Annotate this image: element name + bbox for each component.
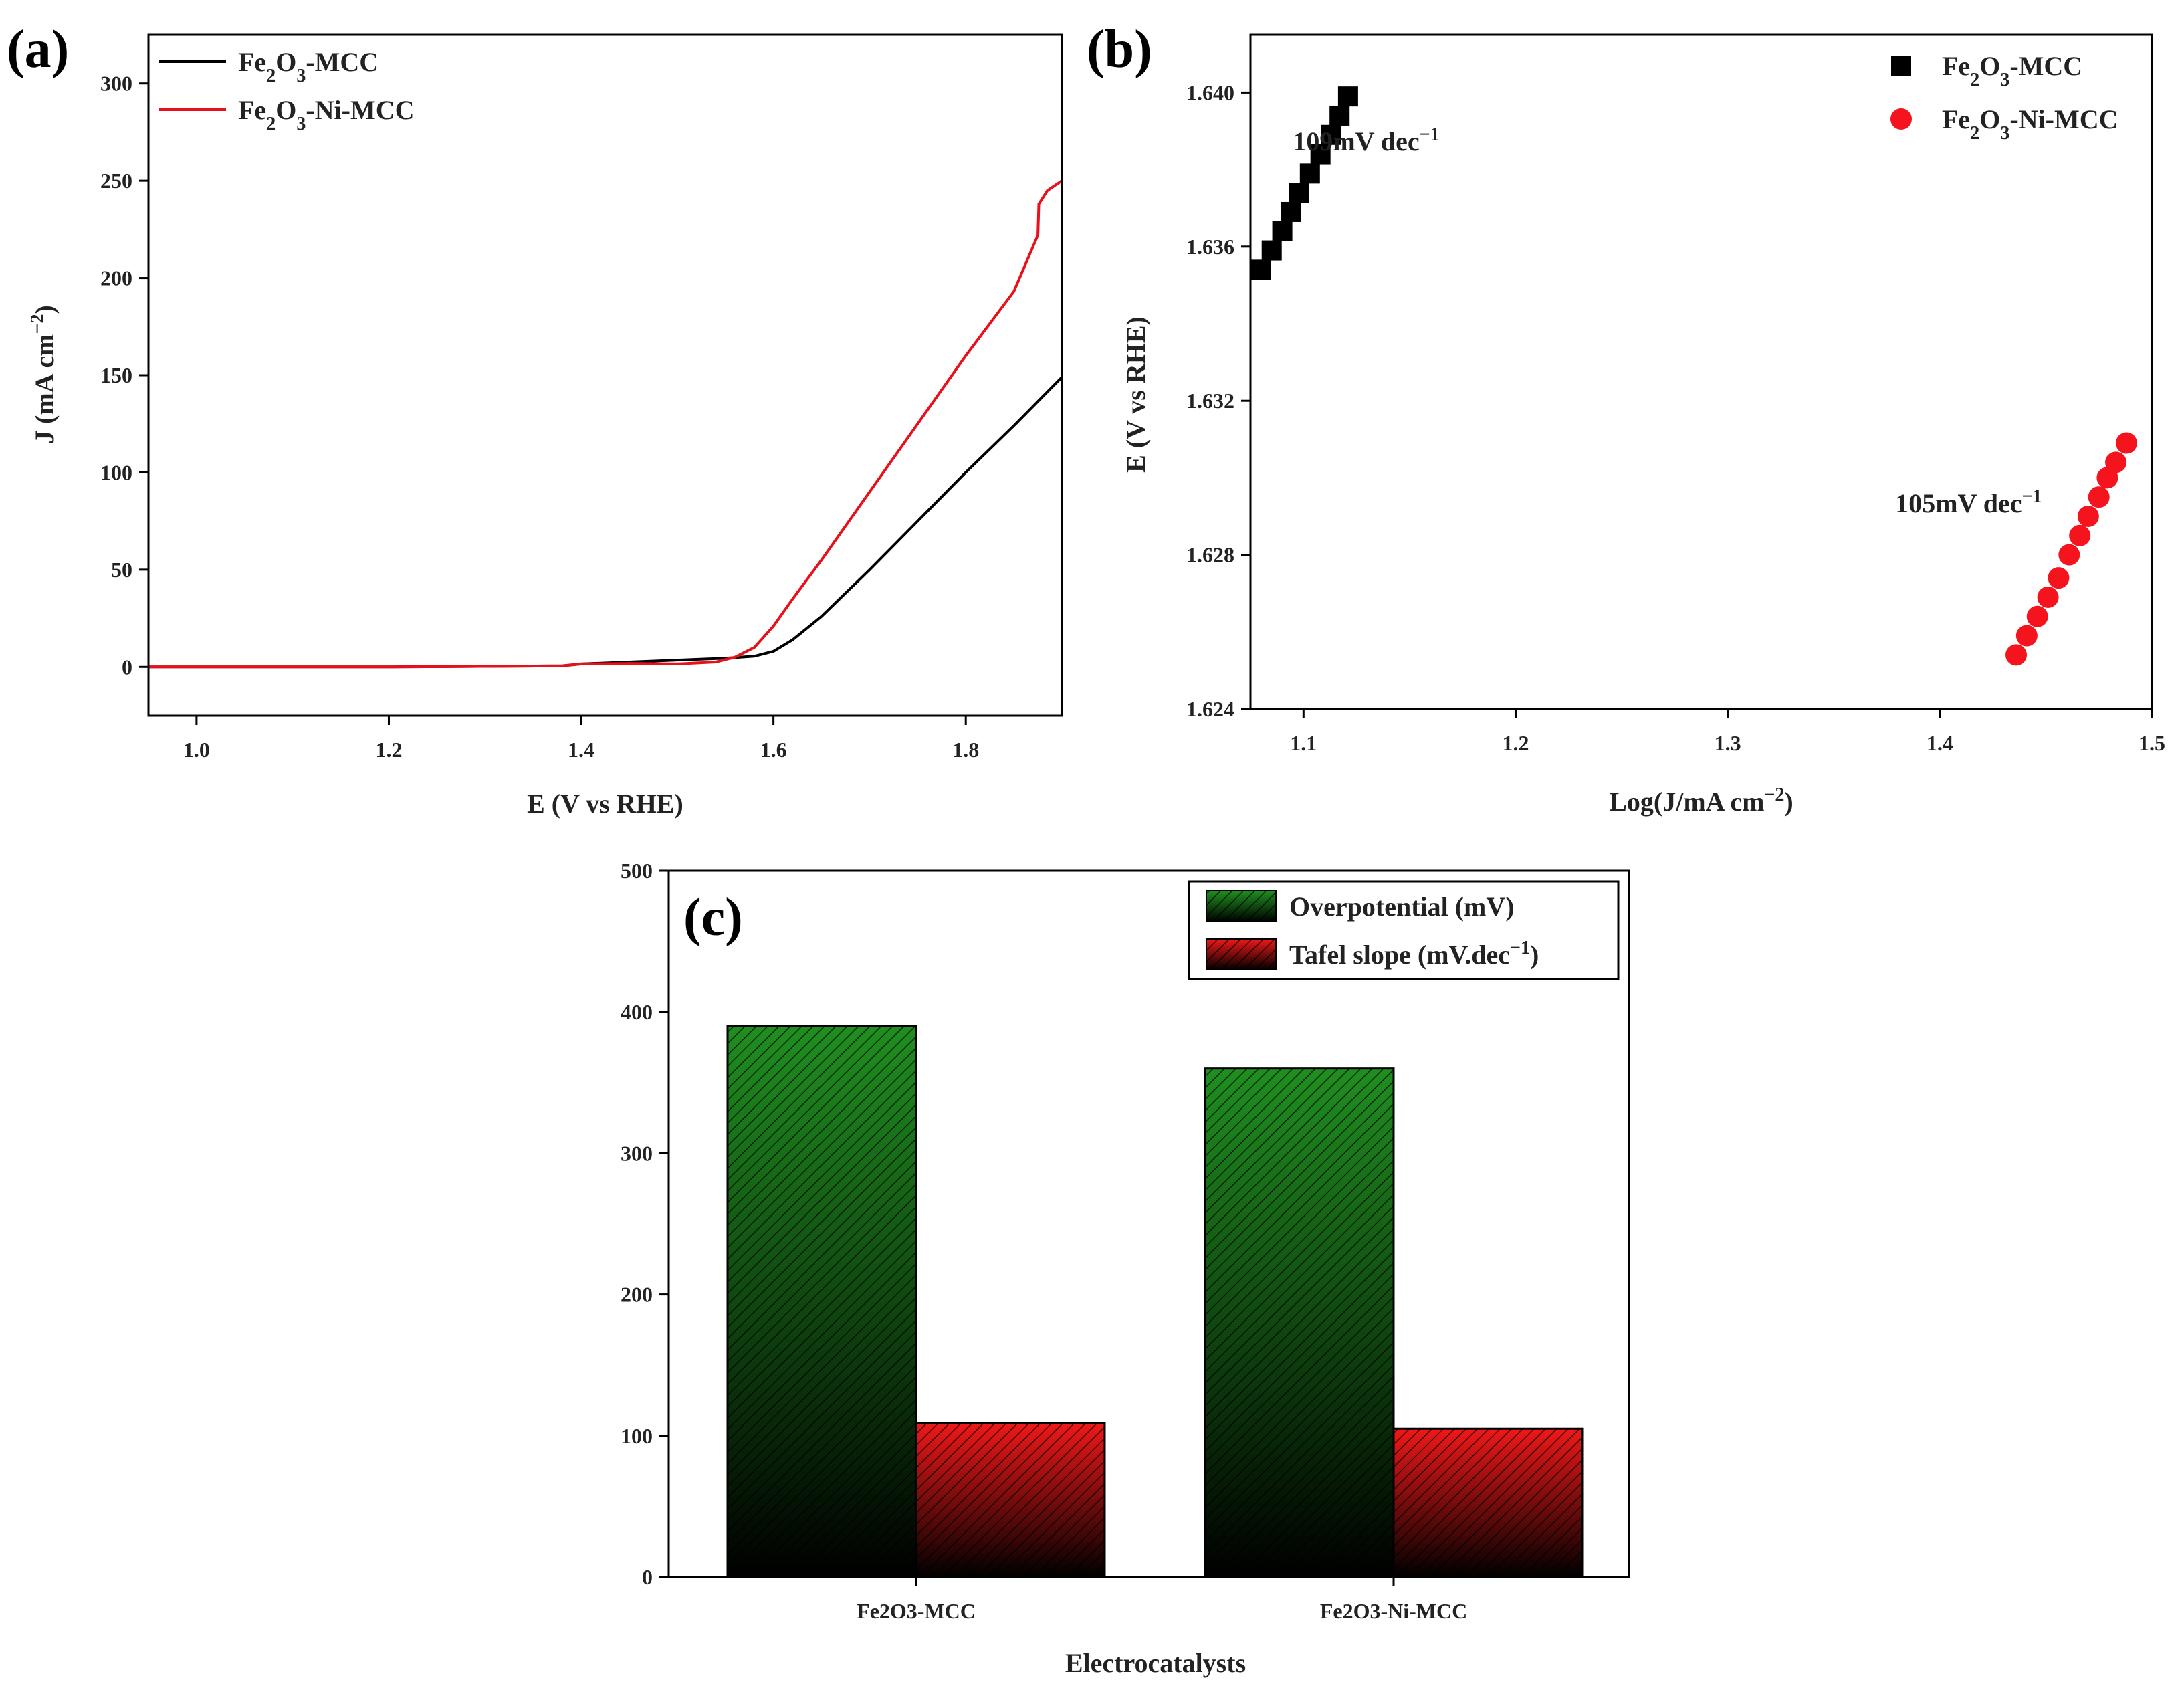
panel-b-frame (1249, 33, 2153, 710)
panel-a-xtick-label: 1.0 (183, 738, 210, 762)
panel-b-ylabel: E (V vs RHE) (1121, 316, 1151, 473)
panel-a-ytick-label: 0 (122, 655, 132, 679)
panel-c-ytick-label: 500 (621, 859, 653, 883)
panel-a-ytick-label: 50 (111, 558, 132, 582)
panel-b-point-circle (2058, 544, 2080, 566)
panel-c-xtick-label: Fe2O3-MCC (857, 1599, 976, 1623)
panel-c-bar-hatch (1205, 1068, 1394, 1577)
panel-b-xlabel: Log(J/mA cm−2) (1609, 784, 1793, 817)
panel-a-legend-label-2: Fe2O3-Ni-MCC (238, 95, 414, 134)
panel-b-xtick-label: 1.5 (2139, 731, 2165, 755)
panel-b-legend-swatch-1 (1891, 56, 1911, 76)
panel-a-axes: 1.0 1.2 1.4 1.6 1.8 0 50 100 150 200 250 300 (100, 72, 979, 762)
panel-b-xtick-label: 1.2 (1502, 731, 1529, 755)
panel-c-label: (c) (683, 888, 743, 947)
panel-c-xlabel: Electrocatalysts (1065, 1648, 1246, 1678)
panel-b-point-circle (2026, 605, 2048, 627)
panel-b-point-circle (2069, 524, 2091, 546)
panel-b-xtick-label: 1.1 (1290, 731, 1317, 755)
panel-c-ytick-label: 400 (621, 1000, 653, 1024)
panel-c-legend-label-1: Overpotential (mV) (1289, 891, 1515, 922)
panel-b-point-circle (2037, 586, 2059, 608)
panel-a-ytick-label: 300 (100, 72, 132, 96)
panel-b-point-square (1329, 105, 1350, 126)
panel-a-frame (147, 33, 1063, 717)
panel-b-tafel-plot: (b) 1.1 1.2 1.3 1.4 1.51.6241.6281.6321.6361… (1087, 20, 2165, 817)
panel-b-point-circle (2077, 506, 2099, 527)
panel-a-xtick-label: 1.6 (760, 738, 787, 762)
panel-a-series (148, 179, 1063, 669)
panel-b-legend-label-2: Fe2O3-Ni-MCC (1942, 104, 2118, 144)
panel-b-ytick-label: 1.640 (1186, 80, 1234, 104)
panel-b-point-square (1299, 163, 1320, 184)
panel-b-xtick-label: 1.4 (1927, 731, 1953, 755)
panel-c-legend-swatch-hatch-1 (1206, 891, 1276, 922)
panel-b-slope-annotation-2: 105mV dec−1 (1895, 486, 2042, 519)
panel-c-legend-swatch-hatch-2 (1206, 939, 1276, 970)
panel-b-label: (b) (1087, 20, 1152, 79)
panel-a-ylabel: J (mA cm−2) (27, 305, 60, 444)
panel-b-axes: 1.1 1.2 1.3 1.4 1.5 1.624 1.628 1.632 1.636 1.640 (1186, 80, 2165, 755)
panel-b-ytick-label: 1.632 (1186, 389, 1234, 413)
panel-b-point-square (1250, 259, 1271, 280)
panel-b-point-circle (2088, 486, 2110, 508)
panel-c-axes: 0 100 200 300 400 500 Fe2O3-MCC Fe2O3-Ni-MCC (621, 859, 1467, 1623)
panel-a-ytick-label: 200 (100, 266, 132, 290)
panel-c-ytick-label: 200 (621, 1283, 653, 1307)
panel-b-point-circle (2105, 451, 2127, 473)
panel-b-point-circle (2005, 644, 2028, 666)
panel-b-ytick-label: 1.624 (1186, 697, 1234, 721)
panel-b-point-square (1310, 144, 1331, 165)
panel-b-point-circle (2015, 625, 2038, 647)
panel-a-xlabel: E (V vs RHE) (527, 788, 683, 819)
panel-c-legend: Overpotential (mV) Tafel slope (mV.dec−1) (1188, 880, 1620, 980)
panel-b-legend: Fe2O3-MCC Fe2O3-Ni-MCC (1890, 51, 2118, 144)
panel-b-xtick-label: 1.3 (1715, 731, 1741, 755)
panel-c-legend-label-2: Tafel slope (mV.dec−1) (1289, 938, 1539, 970)
panel-b-annotations: 109mV dec−1 105mV dec−1 (1293, 124, 2042, 518)
panel-a-legend-label-1: Fe2O3-MCC (238, 47, 378, 86)
panel-a-xtick-label: 1.8 (952, 738, 979, 762)
panel-b-point-square (1261, 240, 1282, 261)
panel-a-ytick-label: 250 (100, 169, 132, 193)
panel-c-bar-hatch (728, 1026, 916, 1577)
panel-c-ytick-label: 100 (621, 1424, 653, 1448)
panel-b-point-square (1281, 201, 1301, 222)
panel-a-xtick-label: 1.4 (568, 738, 594, 762)
panel-b-legend-swatch-2 (1890, 108, 1912, 130)
panel-c-bar-hatch (916, 1422, 1105, 1577)
panel-a-series-line-1 (148, 376, 1063, 669)
panel-b-point-square (1321, 124, 1341, 145)
panel-b-series (1250, 86, 2137, 666)
panel-b-slope-annotation-1: 109mV dec−1 (1293, 124, 1439, 156)
panel-b-ytick-label: 1.628 (1186, 543, 1234, 567)
panel-c-ytick-label: 300 (621, 1141, 653, 1165)
panel-b-point-square (1337, 86, 1358, 107)
panel-a-jv-curve: (a) 1.0 1.2 1.4 1.6 1.8 0 50 100 150 200 250 300 Fe… (7, 20, 1063, 819)
panel-c-xtick-label: Fe2O3-Ni-MCC (1320, 1599, 1467, 1623)
panel-c-bar-hatch (1394, 1429, 1582, 1577)
panel-b-legend-label-1: Fe2O3-MCC (1942, 51, 2082, 90)
panel-b-point-circle (2048, 567, 2070, 589)
panel-a-xtick-label: 1.2 (375, 738, 402, 762)
panel-b-point-square (1272, 221, 1293, 241)
panel-a-ytick-label: 100 (100, 460, 132, 484)
panel-c-bars (726, 1025, 1584, 1578)
panel-a-ytick-label: 150 (100, 363, 132, 387)
panel-a-label: (a) (7, 20, 69, 79)
panel-b-point-circle (2115, 432, 2137, 454)
panel-c-ytick-label: 0 (642, 1565, 653, 1589)
panel-a-series-line-2 (148, 179, 1063, 669)
panel-b-point-square (1289, 183, 1309, 203)
panel-a-legend: Fe2O3-MCC Fe2O3-Ni-MCC (159, 47, 414, 134)
panel-c-bar-chart: 0 100 200 300 400 500 Fe2O3-MCC Fe2O3-Ni-MCC (c… (621, 859, 1630, 1678)
panel-b-ytick-label: 1.636 (1186, 235, 1234, 259)
panel-c-frame (667, 869, 1630, 1578)
